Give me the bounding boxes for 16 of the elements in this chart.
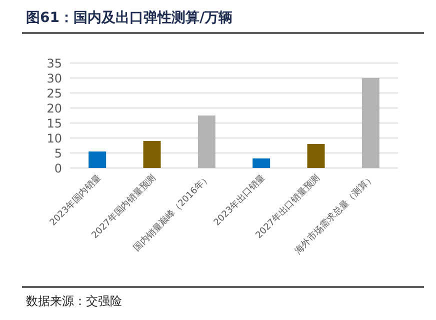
bar	[362, 78, 380, 168]
y-tick-label: 20	[46, 102, 62, 116]
chart-title: 图61：国内及出口弹性测算/万辆	[26, 9, 233, 26]
bar	[198, 116, 216, 168]
y-tick-label: 25	[46, 86, 62, 100]
y-tick-label: 35	[46, 56, 62, 70]
y-tick-label: 5	[54, 146, 62, 160]
bar	[143, 141, 161, 168]
y-tick-label: 15	[46, 116, 62, 130]
y-tick-label: 10	[46, 132, 62, 146]
y-tick-label: 0	[54, 162, 62, 176]
bar	[307, 144, 325, 168]
bar	[88, 152, 106, 168]
y-tick-label: 30	[46, 72, 62, 86]
bar	[252, 158, 270, 168]
source-note: 数据来源：交强险	[26, 294, 122, 308]
